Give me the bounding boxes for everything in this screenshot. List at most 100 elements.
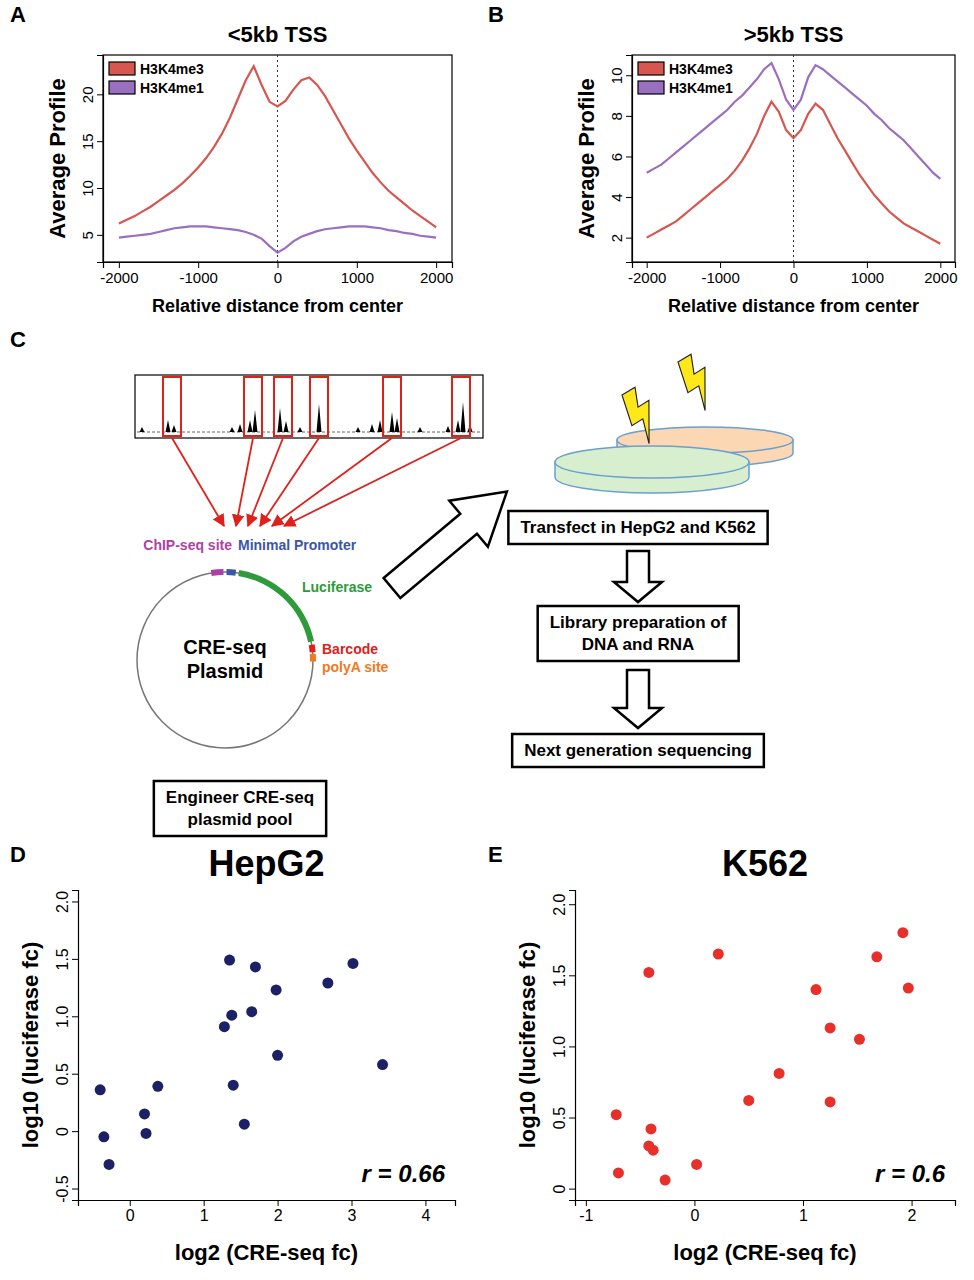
tick-label: 5: [79, 231, 96, 239]
step-frame: [154, 781, 326, 836]
tick-mark: [72, 901, 78, 902]
point: [713, 948, 724, 959]
step-frame: [538, 606, 739, 661]
region-arrow: [248, 438, 283, 526]
tick: 6: [608, 153, 632, 161]
series-line: [119, 226, 436, 252]
promoter-segment: [226, 569, 236, 576]
x-axis-title: log2 (CRE-seq fc): [673, 1240, 856, 1265]
plot-area: [95, 955, 388, 1170]
plasmid-title: Plasmid: [187, 660, 264, 682]
tick-label: 1.5: [551, 965, 568, 987]
region-arrow: [284, 438, 461, 526]
barcode-segment: [309, 644, 316, 652]
tick-mark: [694, 1200, 695, 1206]
tick-label: -2000: [100, 269, 138, 286]
tick-label: 15: [79, 133, 96, 150]
plasmid-label: Minimal Promoter: [238, 537, 357, 553]
tick-label: 1.5: [54, 948, 71, 970]
panel-e: E-101200.51.01.52.0K562log2 (CRE-seq fc)…: [488, 842, 956, 1265]
tick: 1: [799, 1200, 808, 1224]
y-axis-title: log10 (luciferase fc): [18, 942, 43, 1149]
axis-line: [626, 56, 633, 263]
step-label: Engineer CRE-seq: [166, 788, 314, 807]
tick-label: 1: [799, 1207, 808, 1224]
track-peak: [172, 425, 177, 432]
tick: 5: [79, 231, 103, 239]
plasmid-title: CRE-seq: [183, 636, 266, 658]
tick-mark: [720, 262, 721, 268]
point: [648, 1145, 659, 1156]
track-peak: [378, 420, 383, 432]
tick: 0: [126, 1200, 135, 1224]
point: [141, 1128, 152, 1139]
annotation: r = 0.6: [875, 1160, 946, 1187]
chart-title: K562: [722, 843, 808, 884]
tick-mark: [569, 1189, 575, 1190]
tick: 1: [200, 1200, 209, 1224]
plasmid-label: Luciferase: [302, 579, 372, 595]
tick-mark: [119, 262, 120, 268]
point: [322, 978, 333, 989]
tick-mark: [72, 959, 78, 960]
tick: -1000: [701, 262, 739, 286]
tick: 0: [690, 1200, 699, 1224]
tick-mark: [940, 262, 941, 268]
tick-mark: [198, 262, 199, 268]
tick-label: 4: [608, 193, 625, 201]
legend-label: H3K4me3: [140, 61, 204, 77]
tick-mark: [586, 1200, 587, 1206]
legend-swatch: [109, 81, 135, 94]
panel-label: E: [488, 842, 503, 867]
point: [691, 1159, 702, 1170]
panel-label: C: [10, 327, 26, 352]
tick: 1.5: [54, 948, 78, 970]
point: [98, 1131, 109, 1142]
axis-line: [72, 891, 79, 1201]
series-line: [647, 102, 941, 244]
axis: -0.500.51.01.52.0: [54, 891, 79, 1203]
track-peak: [248, 420, 253, 432]
tick: 1000: [341, 262, 374, 286]
plasmid-label: Barcode: [322, 641, 378, 657]
tick-mark: [626, 116, 632, 117]
tick-mark: [97, 94, 103, 95]
tick-label: 0: [551, 1185, 568, 1194]
panel-a: A-2000-10000100020005101520H3K4me3H3K4me…: [10, 2, 453, 316]
tick-mark: [626, 238, 632, 239]
annotation: r = 0.66: [362, 1160, 446, 1187]
tick-mark: [72, 1189, 78, 1190]
tick-label: 2000: [924, 269, 957, 286]
tick-mark: [357, 262, 358, 268]
point: [152, 1081, 163, 1092]
point: [854, 1034, 865, 1045]
legend-label: H3K4me1: [669, 80, 733, 96]
selected-region: [274, 377, 292, 436]
axis: 01234: [79, 1200, 456, 1224]
tick-mark: [425, 1200, 426, 1206]
y-axis-title: Average Profile: [574, 78, 599, 239]
tick: 2: [274, 1200, 283, 1224]
point: [611, 1109, 622, 1120]
tick-mark: [130, 1200, 131, 1206]
legend: H3K4me3H3K4me1: [109, 61, 204, 96]
flow-arrow: [614, 670, 662, 728]
selected-region: [452, 377, 470, 436]
track-peak: [418, 427, 423, 432]
panel-label: A: [10, 2, 26, 27]
plot-area: [647, 55, 941, 262]
point: [811, 984, 822, 995]
point: [139, 1108, 150, 1119]
track-peak: [166, 420, 171, 432]
tick: 0: [274, 262, 282, 286]
panel-label: D: [10, 842, 26, 867]
step-label: Transfect in HepG2 and K562: [520, 518, 755, 537]
tick-mark: [278, 262, 279, 268]
tick-mark: [97, 141, 103, 142]
tick: -2000: [100, 262, 138, 286]
tick-label: 2: [608, 234, 625, 242]
point: [250, 961, 261, 972]
tick-mark: [867, 262, 868, 268]
selected-region: [383, 377, 401, 436]
reference-line: [793, 55, 794, 262]
